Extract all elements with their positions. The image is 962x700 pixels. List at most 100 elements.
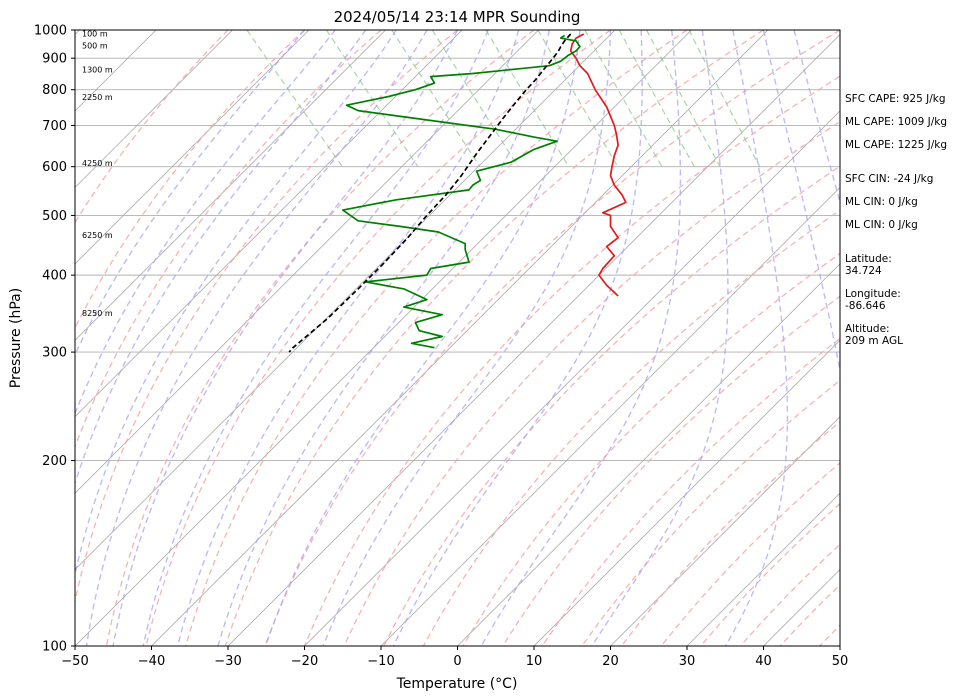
moist-adiabat-line: [724, 30, 789, 646]
isotherm-line: [380, 186, 840, 646]
plot-frame: [74, 29, 841, 647]
x-tick-label: 50: [832, 654, 849, 669]
x-tick-label: 40: [755, 654, 772, 669]
sounding-parameters-panel: SFC CAPE: 925 J/kg ML CAPE: 1009 J/kg ML…: [845, 0, 962, 700]
ml-cape-text: ML CAPE: 1009 J/kg: [845, 116, 948, 128]
mixing-ratio-line: [391, 30, 481, 168]
x-tick-label: −10: [367, 654, 394, 669]
isotherm-line: [75, 30, 539, 494]
x-tick-label: 20: [602, 654, 619, 669]
sounding-profiles: [288, 33, 627, 353]
x-tick-label: 30: [679, 654, 696, 669]
moist-adiabat-line: [591, 30, 729, 646]
y-tick-label: 700: [42, 119, 67, 134]
isotherm-line: [686, 492, 840, 646]
isotherm-line: [75, 30, 463, 418]
x-tick-label: −40: [138, 654, 165, 669]
dry-adiabat-line: [264, 30, 840, 646]
chart-title: 2024/05/14 23:14 MPR Sounding: [334, 8, 581, 26]
longitude-label: Longitude:: [845, 288, 901, 300]
isotherm-line: [227, 33, 840, 646]
ml-cin-text: ML CIN: 0 J/kg: [845, 196, 918, 208]
moist-adiabat-line: [480, 30, 682, 646]
dry-adiabat-line: [75, 30, 305, 330]
moist-adiabat-line: [217, 30, 550, 646]
dry-adiabat-line: [343, 120, 840, 646]
moist-adiabat-line: [85, 30, 428, 646]
isotherm-line: [457, 263, 840, 646]
moist-adiabat-line: [75, 30, 397, 578]
y-tick-label: 200: [42, 454, 67, 469]
altitude-label: Altitude:: [845, 323, 890, 335]
dewpoint-profile: [341, 34, 581, 349]
isotherm-line: [151, 30, 769, 646]
isotherm-line: [533, 339, 840, 646]
y-axis: 1000 900 800 700 600 500 400 300 200 100: [34, 24, 75, 655]
x-axis-title: Temperature (°C): [396, 676, 518, 692]
dry-adiabat-line: [422, 209, 840, 646]
moist-adiabat-line: [392, 30, 643, 646]
ml-cape-text: ML CAPE: 1225 J/kg: [845, 139, 948, 151]
isotherm-line: [75, 30, 386, 341]
height-label: 8250 m: [82, 309, 113, 318]
altitude-value: 209 m AGL: [845, 335, 903, 347]
isotherm-line: [304, 110, 840, 646]
y-tick-label: 500: [42, 209, 67, 224]
y-tick-label: 100: [42, 640, 67, 655]
dry-adiabat-line: [145, 30, 611, 646]
mixing-ratio-line: [485, 30, 570, 168]
mixing-ratio-line: [431, 30, 519, 168]
height-label: 1300 m: [82, 66, 113, 75]
mixing-ratio-line: [688, 30, 761, 167]
isotherm-line: [75, 30, 616, 571]
height-label: 100 m: [82, 30, 108, 39]
moist-adiabat-line: [793, 30, 840, 205]
height-label: 500 m: [82, 42, 108, 51]
mixing-ratio-line: [246, 30, 343, 168]
isotherm-line: [75, 30, 233, 188]
moist-adiabat-line: [264, 30, 581, 646]
x-tick-label: 0: [453, 654, 461, 669]
x-axis: −50 −40 −30 −20 −10 0 10 20 30 40 50: [61, 646, 848, 669]
height-labels: 100 m 500 m 1300 m 2250 m 4250 m 6250 m 8250 m: [82, 30, 113, 319]
dry-adiabat-line: [105, 30, 535, 646]
y-tick-label: 900: [42, 52, 67, 67]
moist-adiabat-line: [75, 30, 336, 416]
isotherm-line: [0, 30, 3, 646]
dry-adiabat-line: [75, 30, 458, 605]
longitude-value: -86.646: [845, 300, 886, 312]
dry-adiabat-line: [383, 165, 840, 646]
mixing-ratio-line: [618, 30, 695, 167]
dry-adiabat-line: [303, 75, 840, 646]
height-label: 4250 m: [82, 159, 113, 168]
y-tick-label: 600: [42, 160, 67, 175]
latitude-label: Latitude:: [845, 253, 892, 265]
mixing-ratio-line: [646, 30, 721, 167]
isotherm-line: [610, 416, 840, 646]
x-tick-label: −50: [61, 654, 88, 669]
mixing-ratio-line: [584, 30, 663, 168]
height-label: 6250 m: [82, 231, 113, 240]
height-label: 2250 m: [82, 93, 113, 102]
dry-adiabat-line: [224, 30, 764, 646]
mixing-ratio-line: [325, 30, 419, 168]
x-tick-label: 10: [526, 654, 543, 669]
y-tick-label: 400: [42, 269, 67, 284]
x-tick-label: −30: [214, 654, 241, 669]
mixing-ratio-line: [537, 30, 619, 168]
moist-adiabat-line: [762, 30, 840, 374]
moist-adiabat-line: [75, 30, 367, 486]
dry-adiabat-line: [184, 30, 688, 646]
ml-cin-text: ML CIN: 0 J/kg: [845, 219, 918, 231]
latitude-value: 34.724: [845, 265, 882, 277]
dry-adiabat-line: [75, 30, 229, 224]
y-tick-label: 1000: [34, 24, 67, 39]
moist-adiabat-line: [112, 30, 459, 646]
x-tick-label: −20: [291, 654, 318, 669]
temperature-profile: [569, 33, 627, 297]
y-axis-title: Pressure (hPa): [8, 288, 24, 388]
moist-adiabat-line: [322, 30, 612, 646]
sfc-cin-text: SFC CIN: -24 J/kg: [845, 173, 934, 185]
sfc-cape-text: SFC CAPE: 925 J/kg: [845, 93, 946, 105]
